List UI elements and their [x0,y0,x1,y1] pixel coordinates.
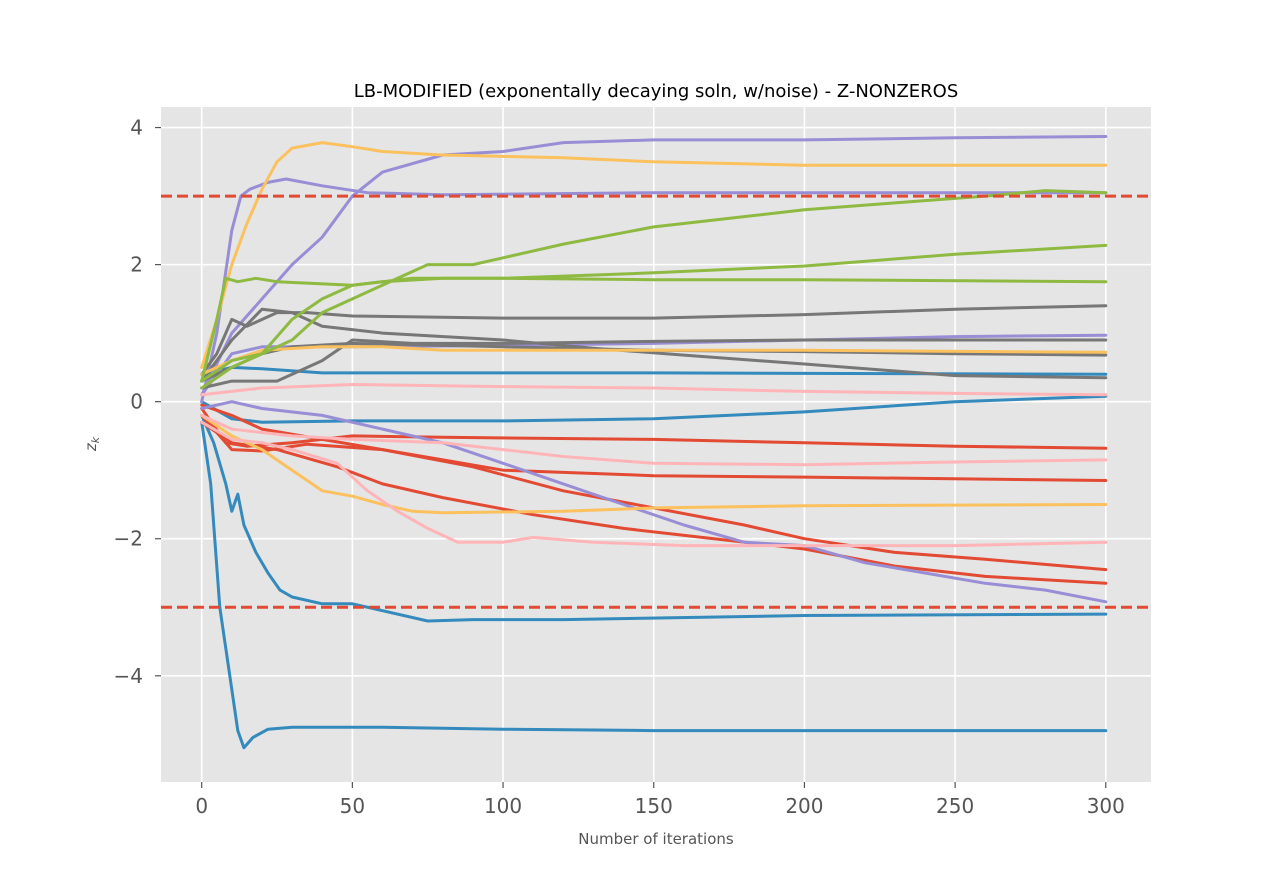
x-tick-label: 300 [1087,794,1125,818]
series-line-22 [200,189,1108,390]
series-line-12 [200,400,1108,604]
series-line-18 [200,413,1108,515]
y-axis-label-subscript: k [89,436,102,443]
series-line-9 [200,177,1108,404]
series-line-1 [200,420,1108,750]
series-line-13 [200,304,1108,376]
chart-title: LB-MODIFIED (exponentally decaying soln,… [354,81,959,102]
series-line-10 [200,135,1108,397]
x-tick-label: 100 [484,794,522,818]
series-line-17 [200,141,1108,369]
y-tick-label: −2 [114,527,143,551]
y-tick-label: 2 [130,253,143,277]
y-axis-label: zk [82,436,102,452]
x-tick-label: 50 [340,794,365,818]
x-tick-label: 0 [195,794,208,818]
x-axis-label: Number of iterations [578,830,734,848]
y-axis-label-main: z [82,442,100,452]
ticks: 0 50 100 150 200 250 300 −4 −2 0 2 4 [114,116,1125,818]
threshold-lines [161,194,1151,609]
x-tick-label: 250 [936,794,974,818]
y-tick-label: −4 [114,664,143,688]
series-line-2 [200,413,1108,623]
x-tick-label: 150 [635,794,673,818]
y-tick-label: 4 [130,116,143,140]
series-line-14 [200,307,1108,383]
series-lines [200,135,1108,750]
x-tick-label: 200 [785,794,823,818]
series-line-8 [200,420,1108,585]
series-line-23 [200,383,1108,397]
y-tick-label: 0 [130,390,143,414]
series-line-25 [200,420,1108,548]
series-line-24 [200,413,1108,467]
